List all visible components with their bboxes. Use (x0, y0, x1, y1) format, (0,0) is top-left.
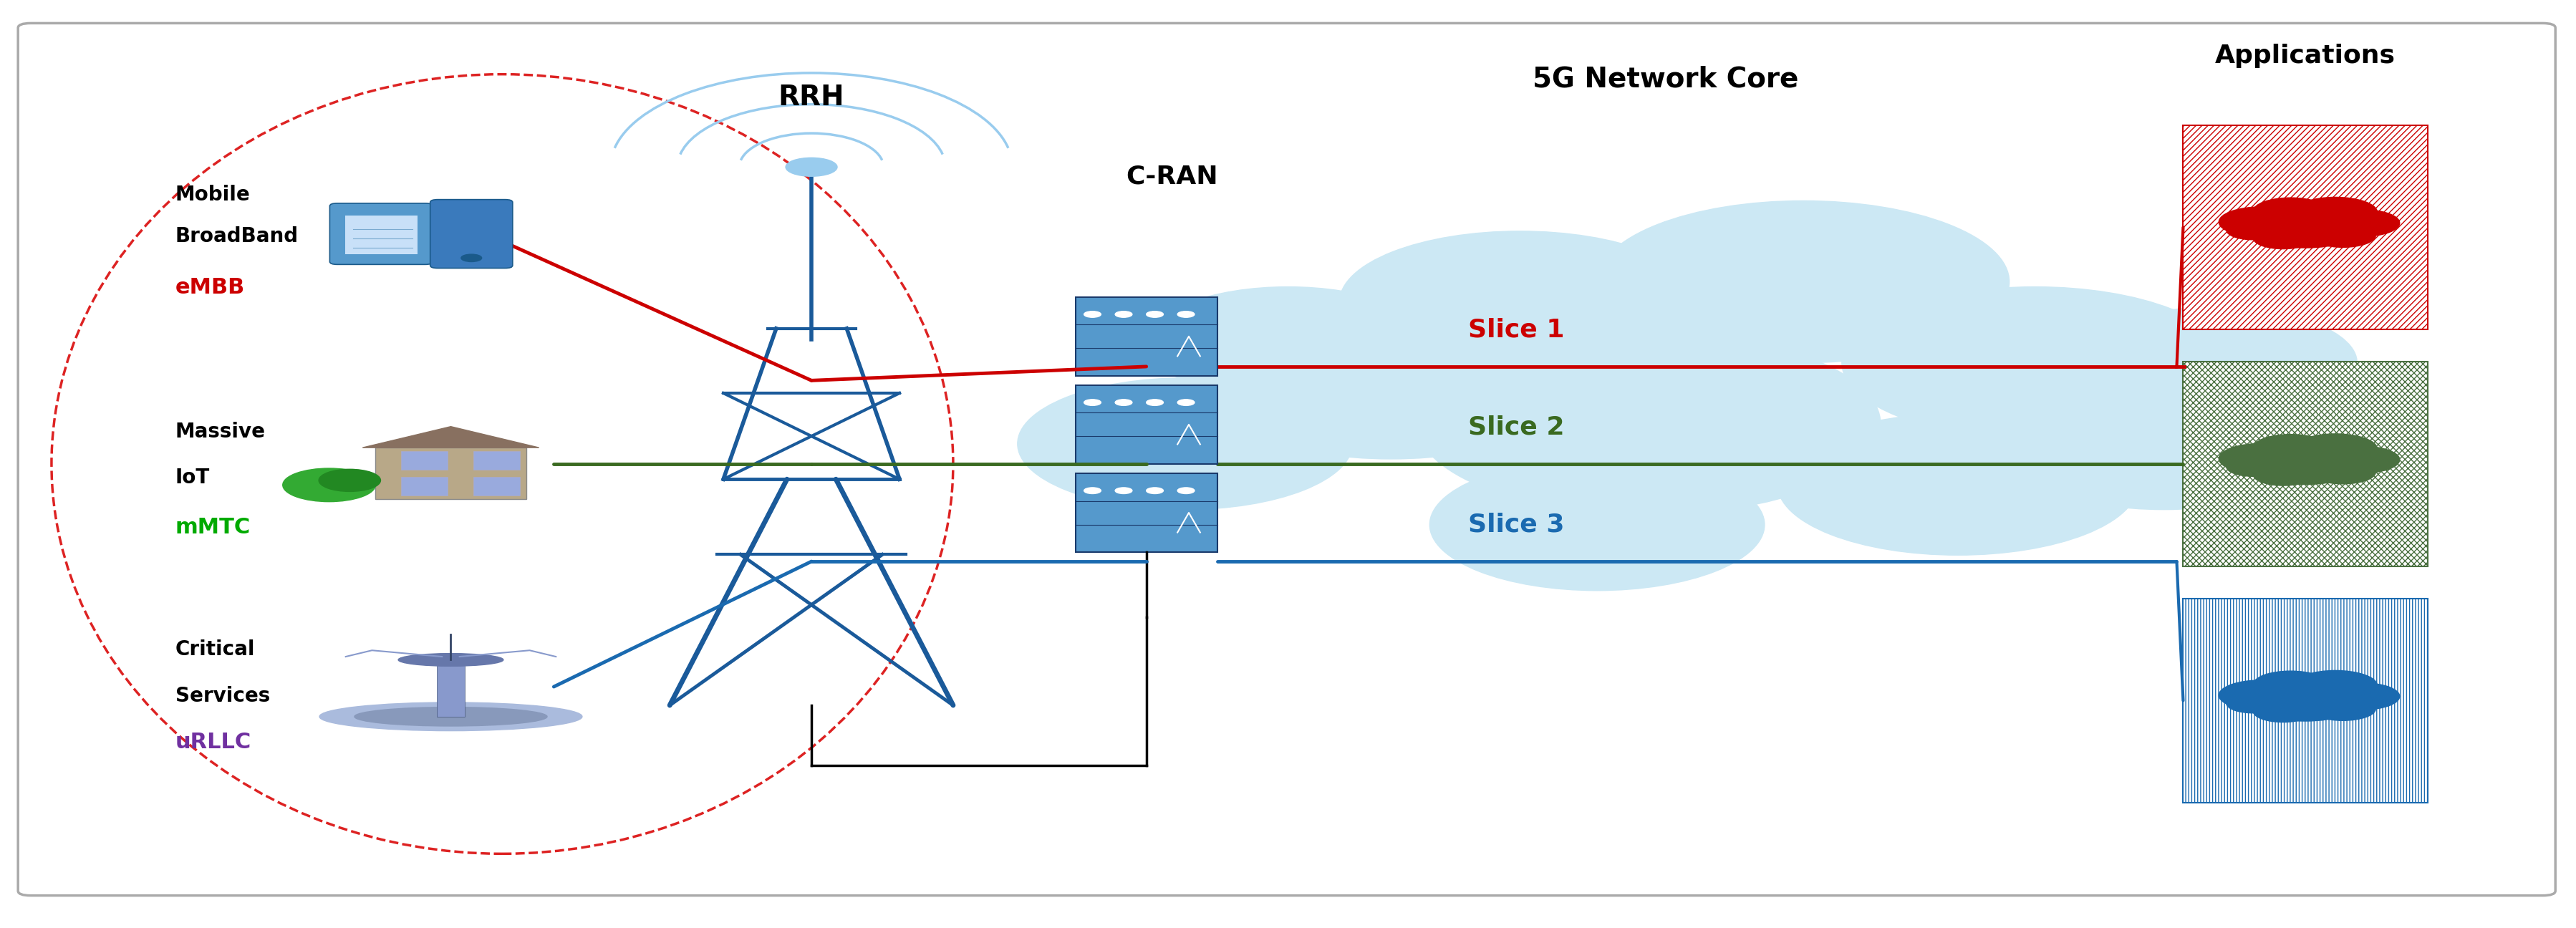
Circle shape (2254, 671, 2329, 698)
Circle shape (1084, 399, 1100, 406)
Polygon shape (363, 427, 538, 447)
FancyBboxPatch shape (1077, 297, 1218, 376)
Circle shape (1115, 487, 1133, 494)
Ellipse shape (399, 653, 502, 666)
FancyBboxPatch shape (1077, 385, 1218, 464)
Circle shape (2326, 683, 2401, 710)
Ellipse shape (1842, 287, 2228, 439)
Circle shape (1177, 399, 1195, 406)
Text: Applications: Applications (2215, 44, 2396, 68)
Circle shape (1177, 311, 1195, 317)
Text: Slice 1: Slice 1 (1468, 317, 1564, 342)
Circle shape (2218, 680, 2303, 710)
Text: IoT: IoT (175, 468, 209, 488)
Circle shape (2311, 697, 2375, 720)
Text: Critical: Critical (175, 639, 255, 660)
FancyBboxPatch shape (402, 451, 448, 470)
Circle shape (1084, 487, 1100, 494)
Circle shape (2254, 464, 2313, 485)
Text: Services: Services (175, 686, 270, 706)
FancyBboxPatch shape (2184, 599, 2427, 803)
Ellipse shape (1340, 231, 1700, 373)
Text: Slice 2: Slice 2 (1468, 415, 1564, 439)
Circle shape (2326, 446, 2401, 473)
FancyBboxPatch shape (2184, 125, 2427, 329)
Circle shape (2311, 460, 2375, 483)
Text: Massive: Massive (175, 421, 265, 442)
FancyBboxPatch shape (2184, 362, 2427, 566)
FancyBboxPatch shape (345, 215, 417, 254)
FancyBboxPatch shape (1077, 473, 1218, 552)
Circle shape (319, 470, 381, 492)
FancyBboxPatch shape (18, 23, 2555, 896)
Circle shape (2226, 220, 2280, 239)
Ellipse shape (1996, 378, 2331, 509)
Circle shape (2249, 444, 2362, 484)
Circle shape (2226, 457, 2280, 476)
FancyBboxPatch shape (330, 203, 433, 264)
Circle shape (2293, 434, 2378, 464)
Circle shape (2254, 434, 2329, 461)
Circle shape (2293, 671, 2378, 701)
Circle shape (2293, 198, 2378, 227)
Text: uRLLC: uRLLC (175, 732, 252, 753)
Ellipse shape (1146, 287, 1430, 398)
FancyBboxPatch shape (474, 451, 520, 470)
FancyBboxPatch shape (474, 477, 520, 496)
FancyBboxPatch shape (438, 660, 464, 716)
Circle shape (1177, 487, 1195, 494)
FancyBboxPatch shape (376, 447, 526, 499)
FancyBboxPatch shape (430, 200, 513, 268)
Text: 5G Network Core: 5G Network Core (1533, 65, 1798, 93)
FancyBboxPatch shape (402, 477, 448, 496)
Ellipse shape (1018, 378, 1352, 509)
Circle shape (1146, 399, 1164, 406)
Circle shape (1115, 399, 1133, 406)
Circle shape (1115, 311, 1133, 317)
Ellipse shape (1597, 200, 2009, 363)
Circle shape (2254, 701, 2313, 722)
Circle shape (2254, 198, 2329, 225)
Ellipse shape (1430, 459, 1765, 590)
Circle shape (283, 469, 376, 502)
Text: C-RAN: C-RAN (1126, 164, 1218, 188)
Circle shape (1084, 311, 1100, 317)
Ellipse shape (319, 702, 582, 731)
Circle shape (2249, 680, 2362, 721)
Ellipse shape (1417, 332, 1880, 515)
Ellipse shape (2074, 307, 2357, 419)
Text: Slice 3: Slice 3 (1468, 512, 1564, 536)
Circle shape (2311, 224, 2375, 247)
Text: mMTC: mMTC (175, 517, 250, 537)
Circle shape (786, 158, 837, 176)
Ellipse shape (1198, 307, 1584, 459)
Ellipse shape (1777, 413, 2138, 555)
Circle shape (2326, 210, 2401, 237)
Circle shape (1146, 311, 1164, 317)
Circle shape (2218, 444, 2303, 473)
Circle shape (2254, 227, 2313, 249)
Text: RRH: RRH (778, 84, 845, 111)
Text: eMBB: eMBB (175, 277, 245, 298)
Text: Mobile: Mobile (175, 185, 250, 205)
Text: BroadBand: BroadBand (175, 226, 299, 247)
Circle shape (1146, 487, 1164, 494)
Circle shape (2218, 207, 2303, 237)
Circle shape (2226, 693, 2280, 713)
Circle shape (461, 254, 482, 262)
Ellipse shape (355, 707, 546, 726)
Circle shape (2249, 207, 2362, 248)
